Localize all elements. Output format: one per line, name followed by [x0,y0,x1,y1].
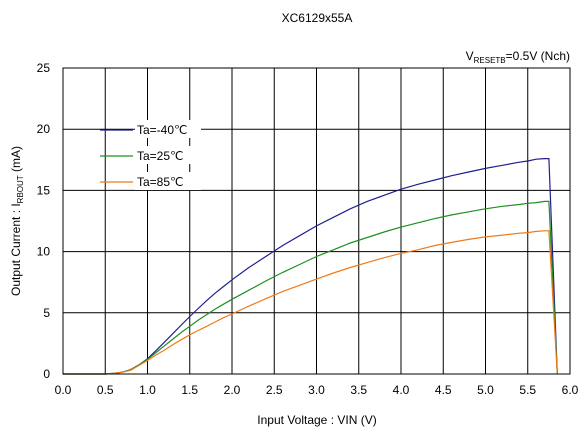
chart-title: XC6129x55A [282,11,353,25]
legend-label: Ta=85℃ [137,175,184,189]
legend-item: Ta=85℃ [100,172,201,190]
y-axis-label-prefix: Output Current : I [9,203,23,296]
x-tick-label: 4.0 [393,383,410,397]
y-axis-label-suffix: (mA) [9,146,23,175]
legend-label-bg [135,146,201,164]
legend-item: Ta=-40℃ [100,120,201,138]
y-tick-labels: 0 5 10 15 20 25 [37,61,51,381]
condition-prefix: V [466,49,474,63]
legend: Ta=-40℃ Ta=25℃ Ta=85℃ [100,120,201,190]
legend-item: Ta=25℃ [100,146,201,164]
x-tick-label: 3.5 [350,383,367,397]
x-tick-label: 0.0 [55,383,72,397]
series-line-2 [63,200,558,375]
y-axis-label-subscript: RBOUT [16,175,25,203]
x-tick-label: 1.0 [139,383,156,397]
x-tick-label: 3.0 [308,383,325,397]
x-tick-label: 6.0 [562,383,579,397]
condition-suffix: =0.5V (Nch) [506,49,570,63]
plot-frame [62,67,571,375]
x-tick-labels: 0.0 0.5 1.0 1.5 2.0 2.5 3.0 3.5 4.0 4.5 5.0 5.5 6.0 [55,383,579,397]
series-line-1 [63,158,558,375]
x-tick-label: 4.5 [435,383,452,397]
series-layer [63,158,558,375]
legend-label-bg [135,172,201,190]
x-tick-label: 5.0 [477,383,494,397]
y-tick-label: 25 [37,61,51,75]
series-line-3 [63,230,558,375]
y-tick-label: 20 [37,122,51,136]
x-tick-label: 1.5 [181,383,198,397]
y-tick-label: 10 [37,245,51,259]
grid [62,67,571,375]
legend-label: Ta=-40℃ [137,123,188,137]
legend-label: Ta=25℃ [137,149,184,163]
y-tick-label: 5 [43,306,50,320]
legend-label-bg [135,120,201,138]
x-tick-label: 2.0 [224,383,241,397]
y-tick-label: 0 [43,367,50,381]
y-axis-label: Output Current : IRBOUT (mA) [9,146,25,296]
x-tick-label: 2.5 [266,383,283,397]
x-axis-label: Input Voltage : VIN (V) [257,413,376,427]
condition-label: VRESETB=0.5V (Nch) [466,49,570,65]
x-tick-label: 0.5 [97,383,114,397]
x-tick-label: 5.5 [519,383,536,397]
condition-subscript: RESETB [474,56,506,65]
y-tick-label: 15 [37,183,51,197]
